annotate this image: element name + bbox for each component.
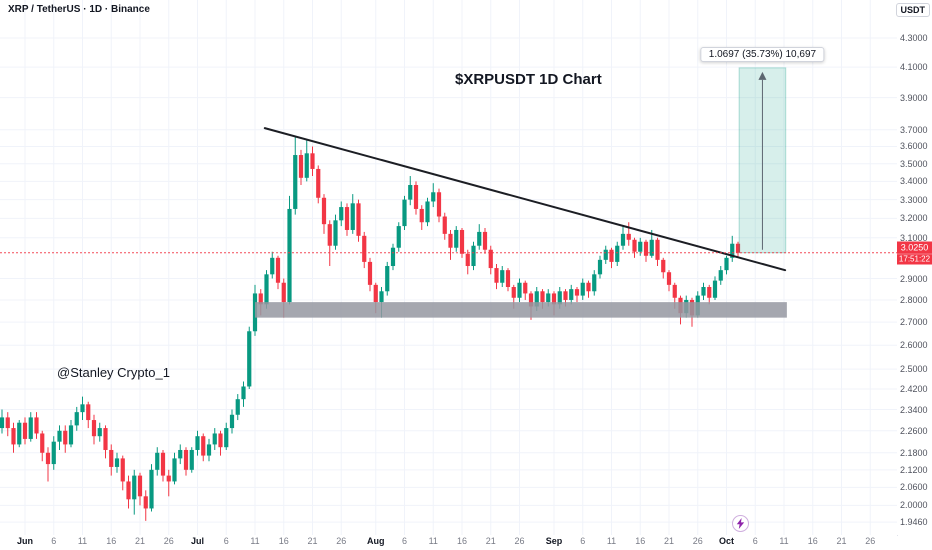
price-tick-label: 3.6000 bbox=[900, 141, 928, 152]
price-tick-label: 2.6000 bbox=[900, 340, 928, 351]
time-tick-label: 6 bbox=[401, 536, 408, 546]
time-tick-label: 16 bbox=[807, 536, 818, 546]
price-tick-label: 3.2000 bbox=[900, 213, 928, 224]
time-tick-label: Oct bbox=[718, 536, 735, 546]
time-tick-label: 6 bbox=[752, 536, 758, 546]
price-tick-label: 3.7000 bbox=[900, 124, 928, 135]
price-tick-label: 3.1000 bbox=[900, 232, 928, 243]
price-tick-label: 3.5000 bbox=[900, 158, 928, 169]
currency-toggle-button[interactable]: USDT bbox=[895, 3, 930, 17]
price-tick-label: 2.9000 bbox=[900, 273, 928, 284]
price-tick-label: 3.4000 bbox=[900, 176, 928, 187]
time-tick-label: Aug bbox=[367, 536, 385, 546]
time-tick-label: 16 bbox=[106, 536, 117, 546]
time-tick-label: 26 bbox=[336, 536, 347, 546]
symbol-legend[interactable]: XRP / TetherUS · 1D · Binance bbox=[8, 4, 150, 15]
price-tick-label: 3.9000 bbox=[900, 92, 928, 103]
time-tick-label: 6 bbox=[51, 536, 57, 546]
time-tick-label: 21 bbox=[307, 536, 318, 546]
time-tick-label: 26 bbox=[163, 536, 174, 546]
price-tick-label: 2.1800 bbox=[900, 447, 928, 458]
candlestick-chart-svg[interactable] bbox=[0, 0, 897, 535]
price-tick-label: 2.4200 bbox=[900, 384, 928, 394]
chart-canvas[interactable]: XRP / TetherUS · 1D · Binance $XRPUSDT 1… bbox=[0, 0, 898, 536]
bolt-glyph bbox=[736, 518, 745, 529]
time-tick-label: 11 bbox=[779, 536, 789, 546]
price-tick-label: 4.3000 bbox=[900, 33, 928, 43]
bar-countdown: 17:51:22 bbox=[897, 253, 932, 264]
price-tick-label: 2.8000 bbox=[900, 294, 928, 305]
current-price-value: 3.0250 bbox=[900, 242, 929, 253]
price-tick-label: 3.3000 bbox=[900, 194, 928, 205]
time-tick-label: 21 bbox=[134, 536, 146, 546]
time-tick-label: Jun bbox=[16, 536, 34, 546]
time-tick-label: 11 bbox=[77, 536, 88, 546]
time-tick-label: 6 bbox=[580, 536, 586, 546]
time-tick-label: 21 bbox=[836, 536, 847, 546]
chart-title-watermark: $XRPUSDT 1D Chart bbox=[455, 71, 602, 88]
time-tick-label: 26 bbox=[692, 536, 703, 546]
descending-trendline[interactable] bbox=[263, 127, 787, 272]
time-tick-label: 16 bbox=[278, 536, 289, 546]
author-watermark: @Stanley Crypto_1 bbox=[57, 365, 170, 380]
price-tick-label: 2.5000 bbox=[900, 364, 928, 375]
time-tick-label: 21 bbox=[485, 536, 496, 546]
price-tick-label: 2.1200 bbox=[900, 464, 928, 475]
lightning-icon[interactable] bbox=[732, 515, 749, 532]
projection-box[interactable] bbox=[738, 67, 787, 254]
time-tick-label: 6 bbox=[223, 536, 229, 546]
time-tick-label: 21 bbox=[663, 536, 675, 546]
price-tick-label: 4.1000 bbox=[900, 62, 928, 73]
price-tick-label: 2.3400 bbox=[900, 404, 928, 415]
time-tick-label: 26 bbox=[865, 536, 876, 546]
time-tick-label: 11 bbox=[428, 536, 438, 546]
time-tick-label: 11 bbox=[606, 536, 617, 546]
price-tick-label: 2.7000 bbox=[900, 317, 928, 328]
time-tick-label: 16 bbox=[635, 536, 646, 546]
price-tick-label: 2.0000 bbox=[900, 500, 928, 511]
support-zone[interactable] bbox=[255, 302, 787, 318]
time-tick-label: 16 bbox=[456, 536, 468, 546]
time-axis[interactable]: Jun 6 11 16 21 26 Jul 6 11 16 21 26 Aug 6 11 16 21 26 Sep 6… bbox=[0, 535, 897, 550]
price-range-label: 1.0697 (35.73%) 10,697 bbox=[700, 46, 825, 62]
current-price-badge: 3.0250 17:51:22 bbox=[897, 241, 932, 265]
price-tick-label: 2.2600 bbox=[900, 425, 928, 436]
time-tick-label: Sep bbox=[545, 536, 563, 546]
time-tick-label: 11 bbox=[250, 536, 260, 546]
time-tick-label: Jul bbox=[190, 536, 205, 546]
price-tick-label: 1.9460 bbox=[900, 517, 928, 528]
price-tick-label: 2.0600 bbox=[900, 482, 928, 493]
time-tick-label: 26 bbox=[514, 536, 525, 546]
price-axis[interactable]: USDT 3.0250 17:51:22 4.3000 4.1000 3.9000 3… bbox=[895, 0, 932, 535]
